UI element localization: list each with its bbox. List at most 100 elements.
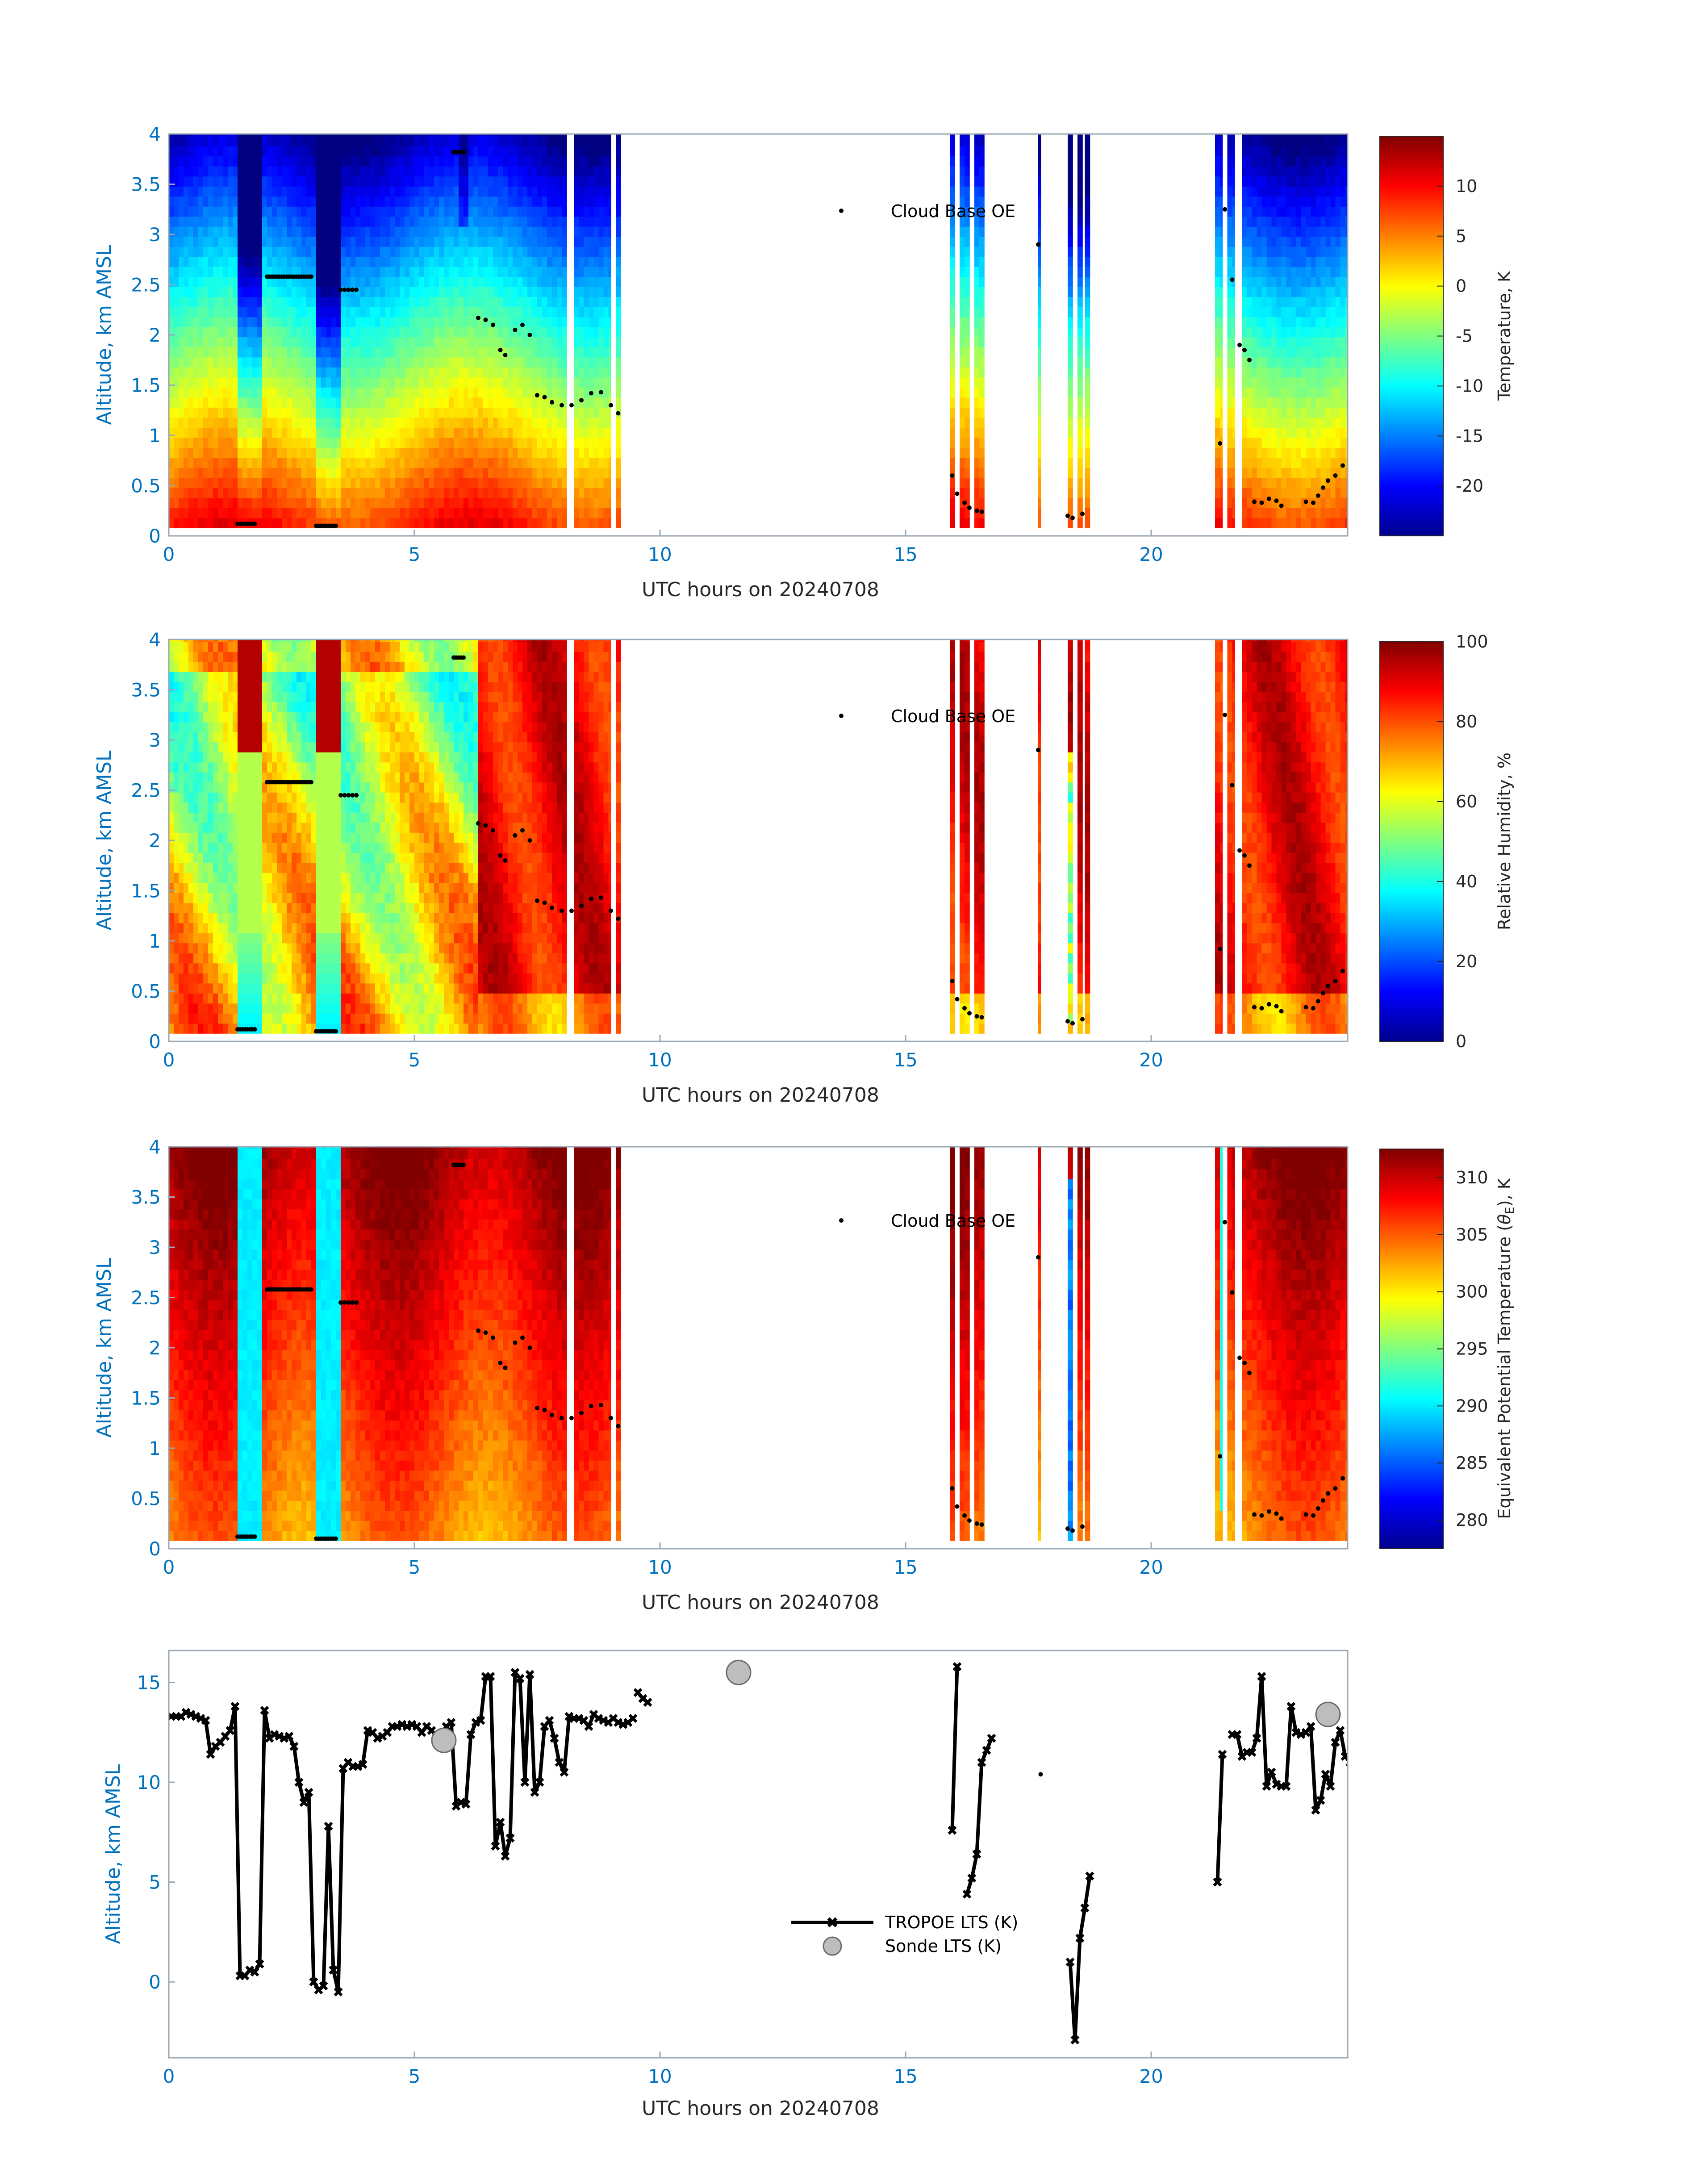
heat-cell <box>267 156 272 167</box>
heat-cell <box>1276 407 1282 418</box>
heat-cell <box>468 247 474 257</box>
heat-cell <box>1311 427 1316 438</box>
heat-cell <box>311 236 317 247</box>
heat-cell <box>518 267 523 277</box>
heat-cell <box>341 337 346 347</box>
heat-cell <box>1325 457 1331 468</box>
heat-cell <box>1340 156 1346 167</box>
heat-cell <box>1325 508 1331 518</box>
heat-cell <box>360 337 366 347</box>
heat-cell <box>1077 136 1083 146</box>
heat-cell <box>208 397 213 408</box>
heat-cell <box>179 497 184 508</box>
heat-cell <box>584 267 589 277</box>
heat-cell <box>321 307 326 318</box>
heat-cell <box>974 518 980 528</box>
heat-cell <box>242 497 248 508</box>
heat-cell <box>257 134 263 137</box>
heat-cell <box>203 256 209 267</box>
heat-cell <box>522 146 528 157</box>
heat-cell <box>1320 307 1326 318</box>
heat-cell <box>1038 397 1041 408</box>
heat-cell <box>584 377 589 388</box>
heat-cell <box>331 407 336 418</box>
heat-cell <box>360 287 366 297</box>
heat-cell <box>1220 457 1223 468</box>
heat-cell <box>179 317 184 327</box>
heat-cell <box>552 377 557 388</box>
heat-cell <box>518 508 523 518</box>
heat-cell <box>608 287 611 297</box>
heat-cell <box>184 256 189 267</box>
heat-cell <box>301 447 307 458</box>
heat-cell <box>488 397 493 408</box>
heat-cell <box>603 247 609 257</box>
heat-cell <box>1232 357 1235 368</box>
heat-cell <box>346 447 351 458</box>
heat-cell <box>188 447 194 458</box>
heat-cell <box>429 457 434 468</box>
heat-cell <box>1315 407 1321 418</box>
heat-cell <box>184 347 189 358</box>
heat-cell <box>603 367 609 378</box>
heat-cell <box>508 146 513 157</box>
heat-cell <box>252 427 258 438</box>
heat-cell <box>1068 488 1073 498</box>
heat-cell <box>552 216 557 227</box>
heat-cell <box>346 256 351 267</box>
heat-cell <box>174 267 179 277</box>
heat-cell <box>360 276 366 287</box>
heat-cell <box>316 347 322 358</box>
heat-cell <box>169 347 174 358</box>
heat-cell <box>547 327 552 338</box>
heat-cell <box>375 287 380 297</box>
heat-cell <box>483 297 489 307</box>
heat-cell <box>419 497 425 508</box>
heat-cell <box>1242 488 1248 498</box>
heat-cell <box>459 357 464 368</box>
heat-cell <box>439 236 444 247</box>
heat-cell <box>203 307 209 318</box>
heat-cell <box>950 267 955 277</box>
heat-cell <box>557 508 562 518</box>
heat-cell <box>370 206 376 217</box>
heat-cell <box>390 276 395 287</box>
heat-cell <box>174 226 179 237</box>
heat-cell <box>370 267 376 277</box>
heat-cell <box>579 357 585 368</box>
heat-cell <box>292 377 297 388</box>
heat-cell <box>537 176 543 187</box>
heat-cell <box>405 287 410 297</box>
heat-cell <box>360 457 366 468</box>
heat-cell <box>360 206 366 217</box>
heat-cell <box>414 347 420 358</box>
heat-cell <box>1296 226 1302 237</box>
heat-cell <box>321 206 326 217</box>
heat-cell <box>532 488 538 498</box>
heat-cell <box>296 256 302 267</box>
heat-cell <box>174 477 179 488</box>
heat-cell <box>390 397 395 408</box>
heat-cell <box>370 457 376 468</box>
heat-cell <box>1220 497 1223 508</box>
heat-cell <box>537 468 543 478</box>
heat-cell <box>1215 367 1220 378</box>
heat-cell <box>1281 477 1287 488</box>
heat-cell <box>444 287 449 297</box>
heat-cell <box>498 186 503 197</box>
heat-cell <box>960 508 965 518</box>
heat-cell <box>508 337 513 347</box>
heat-cell <box>1340 397 1346 408</box>
heat-cell <box>1252 156 1257 167</box>
heat-cell <box>233 247 238 257</box>
heat-cell <box>1085 477 1090 488</box>
heat-cell <box>598 357 604 368</box>
heat-cell <box>218 176 223 187</box>
heat-cell <box>473 196 479 207</box>
heat-cell <box>488 226 493 237</box>
heat-cell <box>287 247 292 257</box>
heat-cell <box>589 196 594 207</box>
heat-cell <box>233 397 238 408</box>
heat-cell <box>1325 166 1331 177</box>
heat-cell <box>395 407 400 418</box>
